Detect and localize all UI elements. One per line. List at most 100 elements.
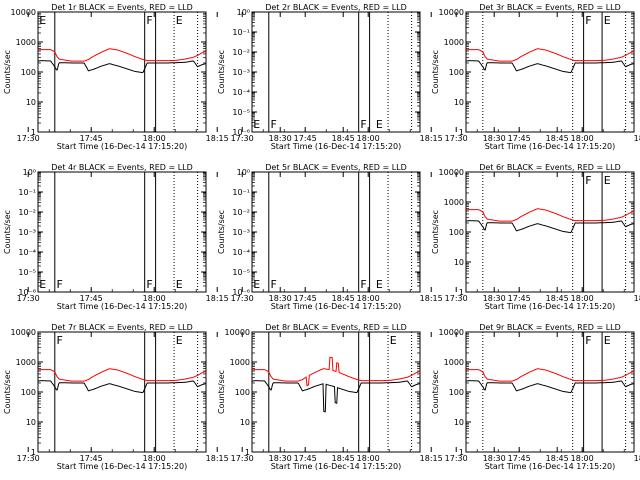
y-axis-label: Counts/sec — [431, 50, 440, 94]
x-tick-label: 17:30 — [17, 454, 40, 463]
x-tick-label: 18:30 — [269, 294, 292, 303]
x-tick-label: 17:30 — [231, 454, 254, 463]
flag-marker-F: F — [146, 14, 152, 27]
flag-marker-E: E — [253, 278, 260, 291]
y-axis-label: Counts/sec — [3, 210, 12, 254]
x-tick-label: 18:45 — [546, 454, 569, 463]
panel-title: Det 7r BLACK = Events, RED = LLD — [51, 323, 193, 332]
x-tick-label: 17:30 — [445, 454, 468, 463]
x-tick-label: 17:30 — [231, 134, 254, 143]
y-axis-label: Counts/sec — [3, 50, 12, 94]
y-tick-label: 10 — [26, 418, 36, 427]
x-tick-label: 18:00 — [571, 134, 594, 143]
y-tick-label: 10⁻⁴ — [232, 248, 250, 257]
y-tick-label: 10⁻¹ — [232, 188, 250, 197]
y-tick-label: 10⁻⁵ — [232, 108, 250, 117]
flag-marker-E: E — [376, 118, 383, 131]
y-tick-label: 10 — [454, 418, 464, 427]
detector-panel-6: Det 6r BLACK = Events, RED = LLD 1 10 100 10… — [431, 163, 640, 311]
y-tick-label: 10⁻⁵ — [232, 268, 250, 277]
flag-marker-F: F — [146, 278, 152, 291]
x-axis-label: Start Time (16-Dec-14 17:15:20) — [485, 302, 616, 311]
x-tick-label: 18:15 — [420, 134, 443, 143]
y-tick-label: 10⁻⁶ — [232, 288, 250, 297]
x-tick-label: 18:45 — [332, 134, 355, 143]
flag-marker-E: E — [39, 14, 46, 27]
panel-title: Det 3r BLACK = Events, RED = LLD — [479, 3, 621, 12]
y-tick-label: 1 — [459, 288, 464, 297]
x-tick-label: 17:45 — [508, 454, 531, 463]
y-tick-label: 10000 — [439, 8, 464, 17]
lld-series — [38, 48, 206, 62]
x-tick-label: 18:15 — [206, 134, 229, 143]
x-tick-label: 17:45 — [294, 294, 317, 303]
y-tick-label: 1000 — [16, 358, 36, 367]
x-axis-label: Start Time (16-Dec-14 17:15:20) — [57, 142, 188, 151]
panel-title: Det 1r BLACK = Events, RED = LLD — [51, 3, 193, 12]
events-series — [252, 380, 420, 413]
y-tick-label: 10 — [454, 98, 464, 107]
flag-marker-E: E — [604, 174, 611, 187]
y-tick-label: 10 — [26, 98, 36, 107]
x-tick-label: 17:30 — [231, 294, 254, 303]
y-tick-label: 10⁰ — [237, 8, 250, 17]
y-tick-label: 100 — [21, 388, 36, 397]
x-tick-label: 17:45 — [80, 454, 103, 463]
x-tick-label: 18:45 — [332, 294, 355, 303]
y-axis-label: Counts/sec — [431, 370, 440, 414]
y-tick-label: 10⁻⁴ — [232, 88, 250, 97]
x-tick-label: 18:30 — [269, 134, 292, 143]
y-tick-label: 10000 — [11, 8, 36, 17]
panel-title: Det 9r BLACK = Events, RED = LLD — [479, 323, 621, 332]
panel-title: Det 2r BLACK = Events, RED = LLD — [265, 3, 407, 12]
flag-marker-E: E — [176, 334, 183, 347]
x-tick-label: 18:00 — [143, 134, 166, 143]
flag-marker-E: E — [604, 334, 611, 347]
events-series — [38, 60, 206, 74]
detector-panel-8: Det 8r BLACK = Events, RED = LLD 1 10 100 10… — [217, 323, 569, 471]
x-tick-label: 17:30 — [17, 294, 40, 303]
x-tick-label: 17:30 — [17, 134, 40, 143]
flag-marker-F: F — [270, 118, 276, 131]
x-tick-label: 18:30 — [483, 454, 506, 463]
flag-marker-E: E — [604, 14, 611, 27]
plot-frame — [465, 11, 635, 133]
x-tick-label: 18:30 — [483, 294, 506, 303]
x-axis-label: Start Time (16-Dec-14 17:15:20) — [485, 142, 616, 151]
y-tick-label: 100 — [449, 68, 464, 77]
y-tick-label: 10⁻³ — [232, 68, 250, 77]
plot-frame — [37, 331, 207, 453]
y-tick-label: 100 — [449, 388, 464, 397]
x-tick-label: 18:15 — [634, 294, 640, 303]
y-tick-label: 10000 — [439, 328, 464, 337]
y-axis-label: Counts/sec — [431, 210, 440, 254]
x-tick-label: 18:00 — [143, 294, 166, 303]
detector-panel-2: Det 2r BLACK = Events, RED = LLD 10⁻⁶ 10⁻⁵… — [217, 3, 569, 151]
flag-marker-F: F — [56, 278, 62, 291]
lld-series — [252, 356, 420, 387]
x-tick-label: 17:45 — [80, 134, 103, 143]
y-tick-label: 10⁰ — [23, 168, 36, 177]
y-tick-label: 1000 — [444, 198, 464, 207]
y-tick-label: 1000 — [444, 38, 464, 47]
y-tick-label: 10⁻⁵ — [18, 268, 36, 277]
y-tick-label: 10⁻² — [18, 208, 36, 217]
y-tick-label: 1000 — [230, 358, 250, 367]
flag-marker-E: E — [176, 14, 183, 27]
x-axis-label: Start Time (16-Dec-14 17:15:20) — [271, 142, 402, 151]
plot-frame — [251, 171, 421, 293]
panel-title: Det 5r BLACK = Events, RED = LLD — [265, 163, 407, 172]
x-tick-label: 18:15 — [206, 454, 229, 463]
x-tick-label: 18:00 — [357, 134, 380, 143]
plot-frame — [37, 171, 207, 293]
y-axis-label: Counts/sec — [217, 370, 226, 414]
x-tick-label: 18:15 — [420, 294, 443, 303]
lld-series — [466, 208, 634, 222]
x-tick-label: 18:00 — [357, 294, 380, 303]
flag-marker-F: F — [585, 174, 591, 187]
plot-frame — [465, 331, 635, 453]
events-series — [38, 380, 206, 394]
flag-marker-F: F — [585, 334, 591, 347]
